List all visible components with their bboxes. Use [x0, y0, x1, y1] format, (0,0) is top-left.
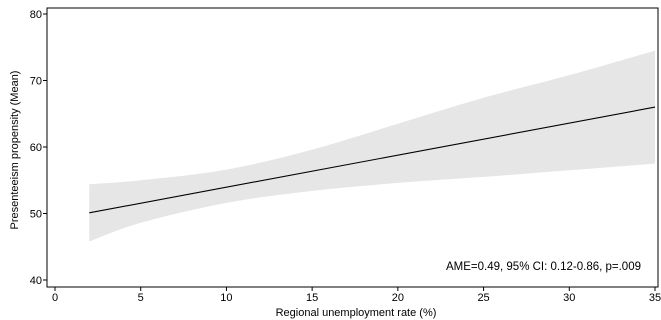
x-tick-label-5: 5	[138, 292, 144, 304]
fitted-line	[89, 106, 656, 214]
confidence-band	[89, 50, 656, 242]
y-axis-title: Presenteeism propensity (Mean)	[9, 71, 21, 230]
y-tick-label-50: 50	[30, 209, 42, 221]
x-tick-label-0: 0	[52, 292, 58, 304]
y-tick-label-70: 70	[30, 76, 42, 88]
annotation-text: AME=0.49, 95% CI: 0.12-0.86, p=.009	[446, 261, 641, 273]
x-tick-label-20: 20	[392, 292, 404, 304]
y-tick-label-60: 60	[30, 142, 42, 154]
x-tick-label-10: 10	[220, 292, 232, 304]
x-axis-title: Regional unemployment rate (%)	[276, 307, 437, 319]
y-tick-label-40: 40	[30, 275, 42, 287]
x-tick-label-35: 35	[649, 292, 661, 304]
y-tick-label-80: 80	[30, 9, 42, 21]
x-tick-label-15: 15	[306, 292, 318, 304]
x-tick-label-30: 30	[563, 292, 575, 304]
x-tick-label-25: 25	[477, 292, 489, 304]
